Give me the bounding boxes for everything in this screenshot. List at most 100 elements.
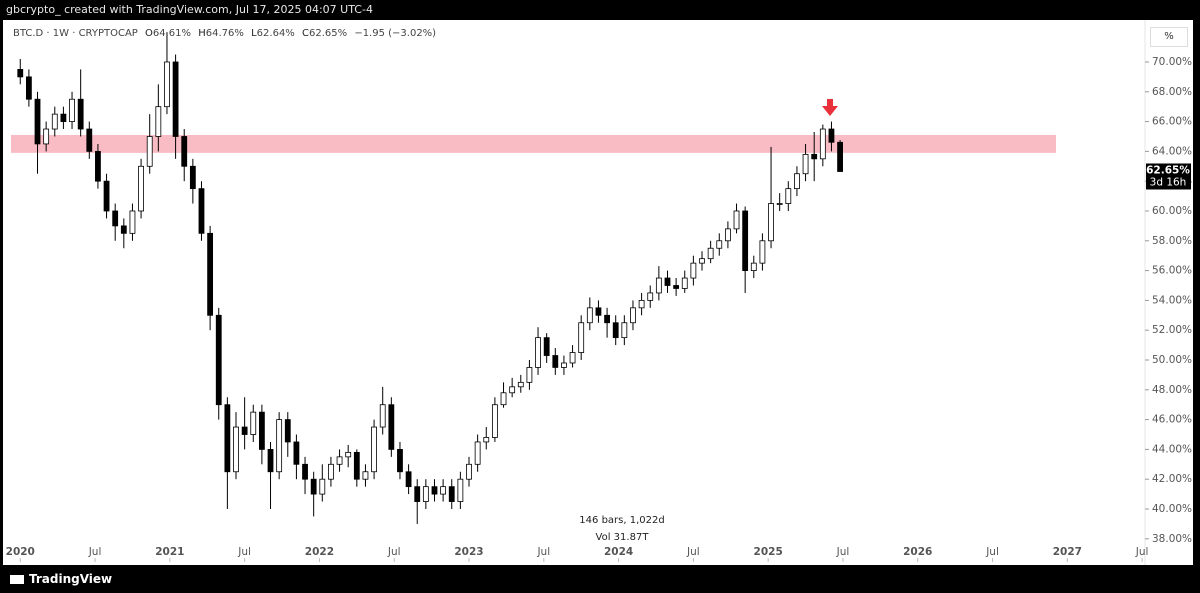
candle-body (138, 165, 144, 212)
candle-body (241, 426, 248, 435)
candle-body (43, 128, 50, 145)
annotation-arrow (822, 99, 838, 116)
candle-body (129, 210, 136, 234)
candle-body (414, 486, 421, 502)
candle-body (258, 411, 265, 450)
candle-body (819, 128, 826, 160)
candle-body (595, 307, 602, 316)
legend-label: H (198, 28, 206, 39)
y-tick-label: 44.00% (1152, 443, 1192, 455)
candle-body (733, 210, 740, 230)
y-tick-label: 64.00% (1152, 145, 1192, 157)
chart-background (3, 20, 1193, 565)
x-tick-label: Jul (836, 546, 850, 558)
candle-body (690, 262, 697, 279)
candle-body (250, 411, 257, 435)
candle-body (612, 322, 619, 339)
candle-body (224, 404, 231, 473)
candle-body (77, 98, 84, 130)
x-tick-label: 2020 (6, 546, 35, 558)
y-tick-label: 42.00% (1152, 473, 1192, 485)
candle-body (578, 322, 585, 353)
candle-body (794, 173, 800, 190)
candle-body (707, 247, 714, 260)
x-tick-label: 2026 (903, 546, 932, 558)
measure-bars: 146 bars, 1,022d (579, 515, 665, 526)
candles (17, 32, 843, 524)
y-tick-label: 46.00% (1152, 414, 1192, 426)
candle-body (388, 404, 395, 450)
candle-body (517, 381, 524, 388)
candle-body (25, 76, 32, 100)
candle-body (405, 471, 412, 488)
candle-body (276, 419, 283, 473)
candle-body (284, 419, 291, 443)
x-tick-label: Jul (686, 546, 700, 558)
candle-body (474, 441, 481, 465)
candle-body (500, 392, 507, 406)
candle-body (621, 322, 628, 339)
candle-body (267, 449, 274, 473)
candle-body (328, 463, 334, 480)
x-tick-label: 2023 (454, 546, 483, 558)
legend-change: −1.95 (−3.02%) (354, 28, 437, 39)
x-tick-label: Jul (1135, 546, 1149, 558)
candle-body (466, 463, 472, 480)
candle-body (768, 203, 774, 242)
price-label: 62.65% (1146, 164, 1190, 176)
measure: 146 bars, 1,022d Vol 31.87T (560, 512, 684, 546)
candle-body (120, 225, 127, 234)
candle-body (561, 362, 567, 368)
logo (10, 575, 24, 584)
candle-body (655, 277, 662, 294)
candle-body (837, 141, 843, 172)
candle-body (336, 456, 343, 465)
candle-body (569, 352, 576, 364)
candle-body (198, 188, 205, 234)
candle-body (535, 337, 541, 368)
candle-body (543, 337, 550, 356)
caption: gbcrypto_ created with TradingView.com, … (6, 3, 373, 16)
candle-body (86, 128, 93, 152)
candle-body (431, 486, 438, 495)
y-tick-label: 50.00% (1152, 354, 1192, 366)
y-tick-label: 66.00% (1152, 116, 1192, 128)
candle-body (699, 258, 705, 264)
candle-body (95, 150, 101, 182)
candle-body (811, 153, 818, 160)
x-tick-label: Jul (387, 546, 401, 558)
scale-button[interactable]: % (1150, 27, 1188, 47)
y-tick-label: 48.00% (1152, 384, 1192, 396)
symbol: BTC.D · 1W · CRYPTOCAP (13, 28, 138, 39)
candle-body (604, 314, 610, 324)
candle-body (681, 277, 688, 289)
candle-body (60, 113, 67, 122)
y-tick-label: 68.00% (1152, 86, 1192, 98)
x-tick-label: 2022 (305, 546, 334, 558)
candle-body (302, 463, 308, 480)
candle-body (397, 449, 403, 473)
legend-value: 64.76% (205, 28, 244, 39)
candle-body (207, 232, 214, 316)
y-tick-label: 70.00% (1152, 56, 1192, 68)
x-tick-label: 2024 (604, 546, 633, 558)
candle-body (552, 355, 559, 368)
candle-body (51, 113, 58, 130)
legend-value: 62.64% (256, 28, 295, 39)
candle-body (750, 262, 757, 271)
candle-body (422, 486, 429, 502)
candle-body (509, 386, 516, 394)
candle-body (759, 240, 766, 264)
legend-value: 64.61% (152, 28, 192, 39)
candle-body (362, 471, 369, 480)
x-tick-label: Jul (536, 546, 550, 558)
candle-body (164, 61, 170, 108)
candle-body (673, 285, 680, 289)
candle-body (457, 478, 464, 502)
y-tick-label: 38.00% (1152, 533, 1192, 545)
x-tick-label: Jul (985, 546, 999, 558)
candle-body (664, 277, 671, 286)
candle-body (17, 69, 24, 78)
candle-body (638, 299, 645, 309)
